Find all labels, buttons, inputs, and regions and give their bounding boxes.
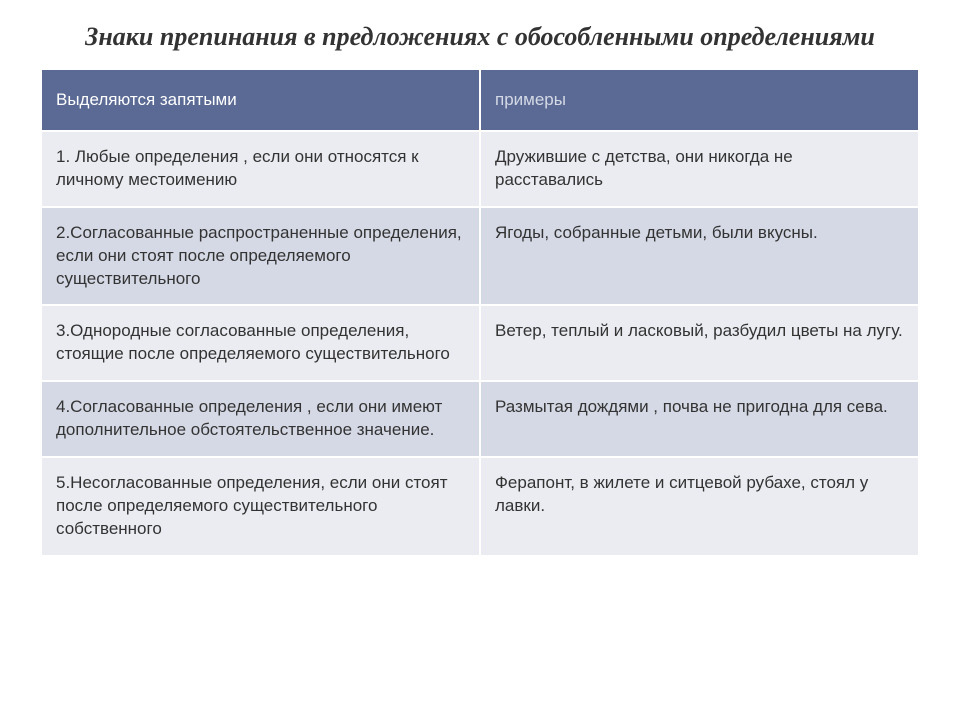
- column-header-examples: примеры: [480, 69, 919, 131]
- rules-table: Выделяются запятыми примеры 1. Любые опр…: [40, 68, 920, 557]
- table-row: 5.Несогласованные определения, если они …: [41, 457, 919, 556]
- table-row: 2.Согласованные распространенные определ…: [41, 207, 919, 306]
- example-cell: Ягоды, собранные детьми, были вкусны.: [480, 207, 919, 306]
- table-header-row: Выделяются запятыми примеры: [41, 69, 919, 131]
- slide-container: Знаки препинания в предложениях с обособ…: [0, 0, 960, 720]
- example-cell: Размытая дождями , почва не пригодна для…: [480, 381, 919, 457]
- example-cell: Дружившие с детства, они никогда не расс…: [480, 131, 919, 207]
- rule-cell: 4.Согласованные определения , если они и…: [41, 381, 480, 457]
- rule-cell: 5.Несогласованные определения, если они …: [41, 457, 480, 556]
- table-row: 1. Любые определения , если они относятс…: [41, 131, 919, 207]
- table-row: 3.Однородные согласованные определения, …: [41, 305, 919, 381]
- table-row: 4.Согласованные определения , если они и…: [41, 381, 919, 457]
- example-cell: Ветер, теплый и ласковый, разбудил цветы…: [480, 305, 919, 381]
- rule-cell: 1. Любые определения , если они относятс…: [41, 131, 480, 207]
- rule-cell: 2.Согласованные распространенные определ…: [41, 207, 480, 306]
- example-cell: Ферапонт, в жилете и ситцевой рубахе, ст…: [480, 457, 919, 556]
- rule-cell: 3.Однородные согласованные определения, …: [41, 305, 480, 381]
- slide-title: Знаки препинания в предложениях с обособ…: [40, 20, 920, 54]
- column-header-rules: Выделяются запятыми: [41, 69, 480, 131]
